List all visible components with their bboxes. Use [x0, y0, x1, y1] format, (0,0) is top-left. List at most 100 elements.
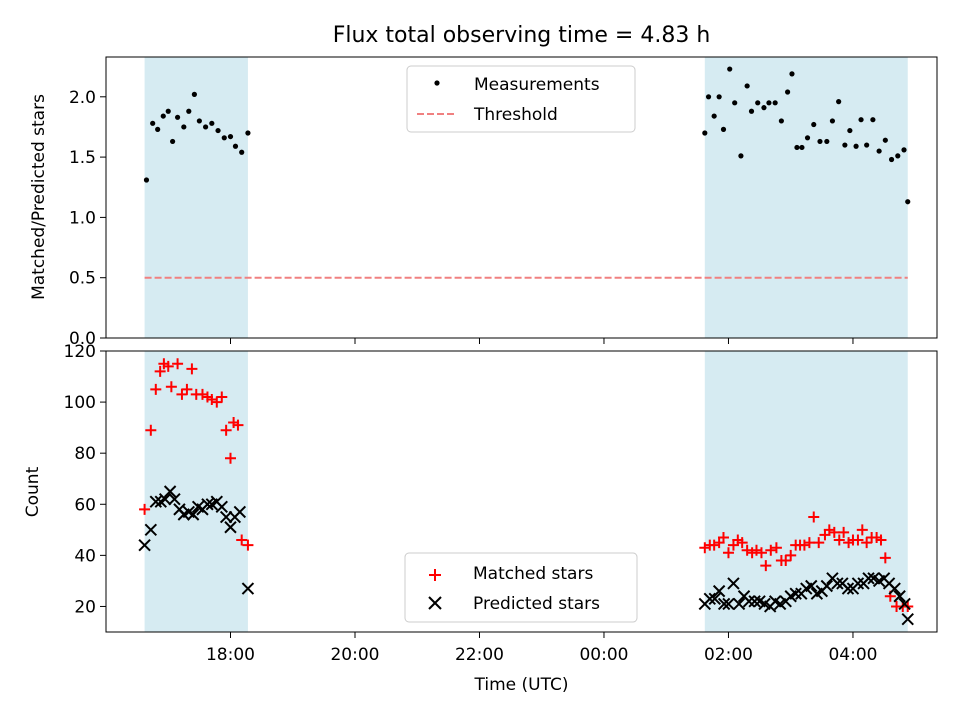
measurement-point: [155, 126, 161, 132]
measurement-point: [864, 142, 870, 148]
measurement-point: [876, 148, 882, 154]
measurement-point: [239, 149, 245, 155]
predicted-star-marker: [727, 577, 740, 590]
predicted-star-marker: [820, 579, 834, 593]
matched-star-marker: [760, 560, 772, 572]
y-tick-label: 2.0: [69, 88, 96, 108]
measurement-point: [772, 100, 778, 106]
y-tick-label: 1.5: [69, 148, 96, 168]
matched-star-marker: [813, 537, 825, 549]
measurement-point: [732, 100, 738, 106]
measurement-point: [888, 156, 895, 163]
matched-star-marker: [741, 544, 753, 556]
bottom-legend-box: [404, 552, 638, 623]
bottom-legend: Matched stars Predicted stars: [404, 552, 638, 623]
measurement-points: [143, 66, 911, 205]
matched-star-marker: [852, 534, 864, 546]
matched-star-marker: [875, 534, 887, 546]
measurement-point: [882, 137, 888, 143]
matched-star-marker: [785, 549, 797, 561]
predicted-star-marker: [201, 498, 214, 511]
y-tick-label: 0.5: [69, 269, 96, 289]
matched-star-marker: [861, 537, 873, 549]
predicted-star-marker: [241, 582, 255, 595]
top-observing-windows: [144, 57, 908, 338]
legend-measurements-marker: [434, 80, 440, 86]
measurement-point: [766, 100, 772, 106]
matched-star-marker: [856, 524, 868, 536]
predicted-star-marker: [898, 597, 911, 611]
predicted-star-marker: [215, 500, 228, 514]
measurement-point: [209, 120, 215, 126]
predicted-star-marker: [144, 523, 158, 537]
x-tick-label: 22:00: [455, 645, 504, 665]
y-tick-label: 1.0: [69, 208, 96, 228]
chart-title: Flux total observing time = 4.83 h: [333, 23, 711, 48]
y-tick-label: 0.0: [69, 329, 96, 349]
matched-star-marker: [803, 537, 815, 549]
matched-star-marker: [176, 388, 188, 400]
predicted-star-marker: [224, 521, 237, 534]
matched-star-marker: [172, 358, 184, 370]
bottom-axes-frame: [105, 350, 938, 633]
predicted-star-marker: [712, 584, 726, 598]
matched-star-marker: [150, 383, 162, 395]
matched-star-marker: [708, 539, 720, 551]
predicted-star-marker: [717, 597, 731, 611]
matched-star-marker: [798, 539, 810, 551]
measurement-point: [227, 133, 234, 140]
x-tick-label: 02:00: [704, 645, 753, 665]
matched-star-marker: [165, 381, 177, 393]
measurement-point: [901, 147, 907, 153]
predicted-star-marker: [748, 595, 761, 608]
matched-star-marker: [154, 365, 166, 377]
predicted-star-marker: [805, 579, 818, 593]
top-axes-frame: [105, 56, 938, 339]
measurement-point: [191, 91, 197, 97]
measurement-point: [895, 153, 901, 159]
measurement-point: [196, 118, 202, 124]
top-legend-box: [406, 65, 636, 133]
predicted-star-marker: [233, 505, 247, 519]
x-tick-label: 20:00: [330, 645, 379, 665]
matched-star-marker: [224, 452, 236, 464]
matched-star-marker: [765, 544, 777, 556]
measurement-point: [748, 108, 755, 114]
predicted-star-marker: [163, 485, 177, 498]
x-axis-label: Time (UTC): [474, 675, 569, 695]
matched-star-marker: [699, 542, 711, 554]
measurement-point: [804, 135, 811, 141]
measurement-point: [842, 142, 848, 148]
measurement-point: [738, 153, 744, 159]
measurement-point: [232, 143, 239, 149]
bottom-y-axis-label: Count: [23, 466, 43, 517]
y-tick-label: 60: [74, 495, 96, 515]
predicted-star-marker: [168, 492, 181, 506]
predicted-star-marker: [186, 508, 200, 521]
matched-star-marker: [717, 531, 729, 543]
matched-star-marker: [232, 419, 244, 431]
measurement-point: [165, 108, 171, 114]
measurement-point: [727, 66, 733, 72]
measurement-point: [853, 143, 859, 149]
matched-star-marker: [206, 394, 218, 406]
measurement-point: [824, 138, 830, 145]
top-x-ticks: [229, 338, 854, 344]
y-tick-label: 40: [74, 546, 96, 566]
matched-star-marker: [736, 537, 748, 549]
y-tick-label: 120: [64, 342, 96, 362]
measurement-point: [702, 130, 708, 136]
measurement-point: [160, 113, 166, 119]
measurement-point: [186, 108, 192, 114]
matched-star-marker: [162, 360, 174, 372]
measurement-point: [761, 105, 767, 111]
legend-matched-label: Matched stars: [473, 564, 593, 584]
predicted-star-marker: [158, 492, 172, 506]
matched-star-marker: [833, 534, 845, 546]
measurement-point: [858, 117, 864, 123]
predicted-star-marker: [722, 597, 735, 611]
bottom-y-ticks: 20 40 60 80 100 120: [64, 342, 106, 617]
top-y-ticks: 0.0 0.5 1.0 1.5 2.0: [69, 88, 106, 349]
matched-star-marker: [780, 554, 792, 566]
